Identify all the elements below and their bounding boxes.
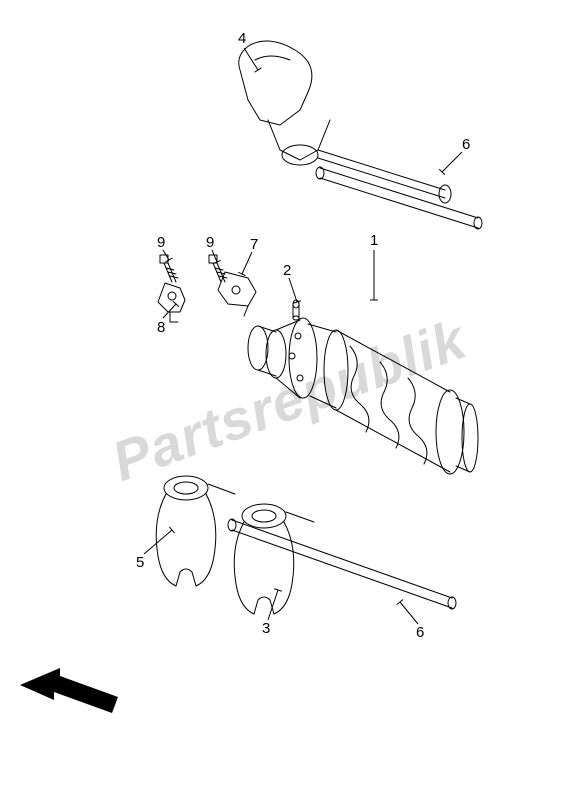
direction-arrow bbox=[20, 668, 118, 713]
callout-1: 1 bbox=[370, 232, 378, 249]
direction-arrow-svg bbox=[0, 0, 578, 800]
callout-7: 7 bbox=[250, 236, 258, 253]
diagram-container: Partsrepublik bbox=[0, 0, 578, 800]
callout-6b: 6 bbox=[416, 624, 424, 641]
callout-6a: 6 bbox=[462, 136, 470, 153]
callout-9a: 9 bbox=[157, 234, 165, 251]
callout-9b: 9 bbox=[206, 234, 214, 251]
callout-5: 5 bbox=[136, 554, 144, 571]
callout-4: 4 bbox=[238, 30, 246, 47]
callout-8: 8 bbox=[157, 319, 165, 336]
callout-2: 2 bbox=[283, 262, 291, 279]
callout-3: 3 bbox=[262, 620, 270, 637]
